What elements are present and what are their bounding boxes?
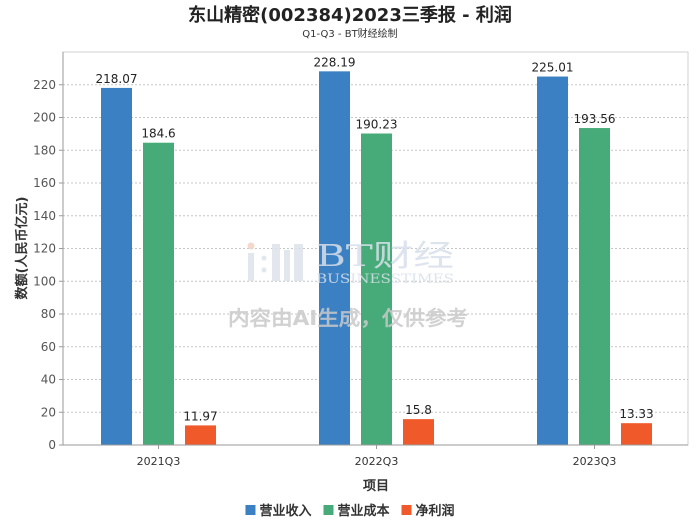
x-axis: 2021Q3 2022Q3 2023Q3 — [63, 444, 688, 468]
bar — [537, 76, 568, 445]
bar — [319, 71, 350, 446]
y-tick-label: 20 — [41, 405, 56, 419]
data-label: 190.23 — [356, 117, 398, 131]
y-tick-label: 120 — [33, 242, 56, 256]
legend-swatch — [401, 505, 412, 515]
x-tick-label: 2023Q3 — [573, 455, 617, 468]
bar — [361, 133, 392, 445]
legend-label: 净利润 — [416, 503, 455, 519]
x-tick-label: 2021Q3 — [137, 455, 181, 468]
y-tick-label: 140 — [33, 209, 56, 223]
y-axis: 0 20 40 60 80 100 120 140 160 180 200 220 — [33, 52, 64, 452]
legend-item: 营业成本 — [323, 503, 390, 519]
data-label: 225.01 — [532, 61, 574, 75]
legend-swatch — [245, 505, 256, 515]
bar — [185, 425, 216, 445]
chart-subtitle: Q1-Q3 - BT财经绘制 — [302, 27, 397, 40]
bar — [621, 423, 652, 445]
y-tick-label: 0 — [48, 438, 56, 452]
y-tick-label: 200 — [33, 111, 56, 125]
data-label: 13.33 — [619, 407, 653, 421]
bar — [403, 419, 434, 445]
chart-title: 东山精密(002384)2023三季报 - 利润 — [188, 4, 512, 26]
data-label: 228.19 — [314, 55, 356, 69]
y-tick-label: 60 — [41, 340, 56, 354]
bar — [101, 87, 132, 446]
y-tick-label: 180 — [33, 143, 56, 157]
legend-item: 净利润 — [401, 503, 455, 519]
x-axis-title: 项目 — [363, 479, 389, 494]
data-labels: 218.07 184.6 11.97 228.19 190.23 15.8 225.01 19… — [96, 55, 654, 423]
legend-label: 营业收入 — [259, 503, 311, 519]
y-tick-label: 40 — [41, 373, 56, 387]
data-label: 184.6 — [141, 127, 175, 141]
data-label: 15.8 — [405, 403, 432, 417]
y-tick-label: 160 — [33, 176, 56, 190]
data-label: 11.97 — [183, 409, 217, 423]
y-axis-title: 数额(人民币亿元) — [14, 197, 30, 300]
legend-label: 营业成本 — [337, 503, 389, 519]
legend-swatch — [323, 505, 334, 515]
x-tick-label: 2022Q3 — [355, 455, 399, 468]
bars — [101, 71, 652, 446]
y-tick-label: 100 — [33, 274, 56, 288]
bar — [143, 142, 174, 445]
data-label: 193.56 — [574, 112, 616, 126]
legend-item: 营业收入 — [245, 503, 311, 519]
legend: 营业收入 营业成本 净利润 — [245, 503, 455, 519]
data-label: 218.07 — [96, 72, 138, 86]
y-tick-label: 80 — [41, 307, 56, 321]
bar — [579, 128, 610, 445]
y-tick-label: 220 — [33, 78, 56, 92]
